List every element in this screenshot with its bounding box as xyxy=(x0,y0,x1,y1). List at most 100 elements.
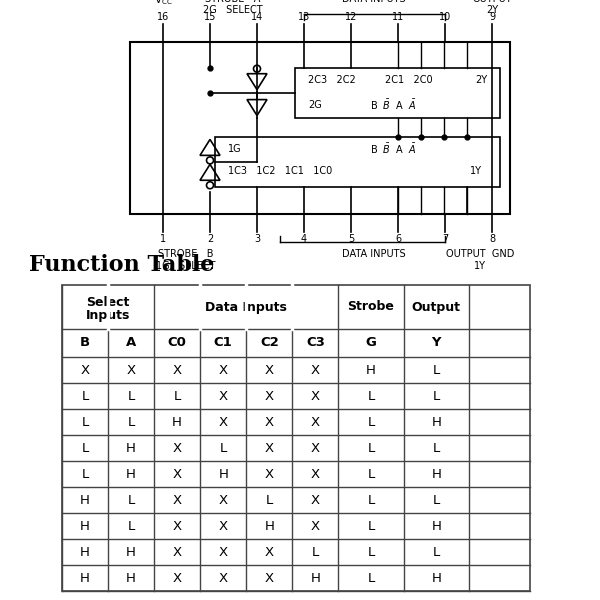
Text: STROBE   A: STROBE A xyxy=(205,0,260,4)
Text: B  $\bar{B}$  A  $\bar{A}$: B $\bar{B}$ A $\bar{A}$ xyxy=(370,98,416,112)
Text: STROBE   B: STROBE B xyxy=(158,249,214,259)
Text: V$_{\mathregular{CC}}$: V$_{\mathregular{CC}}$ xyxy=(154,0,172,7)
Text: H: H xyxy=(431,520,441,533)
Text: X: X xyxy=(218,520,228,533)
Text: L: L xyxy=(127,493,134,506)
Text: L: L xyxy=(367,493,374,506)
Text: X: X xyxy=(265,571,274,584)
Text: H: H xyxy=(126,571,136,584)
Text: Select: Select xyxy=(86,296,130,310)
Text: L: L xyxy=(433,389,440,403)
Text: X: X xyxy=(173,571,182,584)
Text: X: X xyxy=(311,442,320,455)
Text: L: L xyxy=(367,467,374,481)
Text: Y: Y xyxy=(431,337,441,349)
Text: 2G: 2G xyxy=(308,100,322,110)
Text: H: H xyxy=(126,545,136,559)
Text: L: L xyxy=(312,545,319,559)
Text: X: X xyxy=(311,493,320,506)
Text: 15: 15 xyxy=(204,12,216,22)
Text: H: H xyxy=(310,571,320,584)
Text: X: X xyxy=(218,571,228,584)
Text: X: X xyxy=(265,545,274,559)
Text: L: L xyxy=(127,520,134,533)
Text: X: X xyxy=(218,364,228,377)
Text: X: X xyxy=(173,364,182,377)
Text: X: X xyxy=(173,442,182,455)
Text: 1Y: 1Y xyxy=(474,261,486,271)
Text: 12: 12 xyxy=(345,12,357,22)
Text: Inputs: Inputs xyxy=(86,308,130,322)
Text: 4: 4 xyxy=(301,234,307,244)
Text: L: L xyxy=(367,442,374,455)
Text: 5: 5 xyxy=(348,234,354,244)
Text: B: B xyxy=(80,337,90,349)
Text: 11: 11 xyxy=(392,12,404,22)
FancyBboxPatch shape xyxy=(215,137,500,187)
Text: C3: C3 xyxy=(306,337,325,349)
Text: X: X xyxy=(265,467,274,481)
Text: X: X xyxy=(311,389,320,403)
Text: C2: C2 xyxy=(260,337,278,349)
Text: 10: 10 xyxy=(439,12,451,22)
Text: 2Y: 2Y xyxy=(475,74,487,85)
Text: Strobe: Strobe xyxy=(347,301,394,313)
Text: L: L xyxy=(173,389,181,403)
Text: B  $\bar{B}$  A  $\bar{A}$: B $\bar{B}$ A $\bar{A}$ xyxy=(370,142,416,157)
Text: Output: Output xyxy=(412,301,461,313)
FancyBboxPatch shape xyxy=(295,68,500,118)
Text: C1: C1 xyxy=(214,337,233,349)
Text: H: H xyxy=(80,571,90,584)
Text: X: X xyxy=(218,493,228,506)
Text: X: X xyxy=(127,364,136,377)
Text: A: A xyxy=(126,337,136,349)
Text: 6: 6 xyxy=(395,234,401,244)
Text: 13: 13 xyxy=(298,12,310,22)
Text: H: H xyxy=(218,467,228,481)
Text: H: H xyxy=(80,520,90,533)
Text: X: X xyxy=(311,415,320,428)
Text: L: L xyxy=(82,389,89,403)
Text: H: H xyxy=(366,364,376,377)
Text: 8: 8 xyxy=(489,234,495,244)
Text: X: X xyxy=(265,415,274,428)
Text: 16: 16 xyxy=(157,12,169,22)
Text: L: L xyxy=(367,520,374,533)
Text: X: X xyxy=(173,520,182,533)
Text: 2G   SELECT: 2G SELECT xyxy=(203,5,263,15)
Text: X: X xyxy=(311,364,320,377)
Text: 2Y: 2Y xyxy=(486,5,498,15)
Text: 2C3   2C2: 2C3 2C2 xyxy=(308,74,356,85)
Text: C0: C0 xyxy=(167,337,187,349)
Text: L: L xyxy=(127,415,134,428)
Text: 1C3   1C2   1C1   1C0: 1C3 1C2 1C1 1C0 xyxy=(228,166,332,176)
Text: X: X xyxy=(218,389,228,403)
Text: Data Inputs: Data Inputs xyxy=(205,301,287,313)
Text: X: X xyxy=(218,545,228,559)
Text: G: G xyxy=(365,337,376,349)
Text: 14: 14 xyxy=(251,12,263,22)
Text: L: L xyxy=(433,493,440,506)
Text: H: H xyxy=(172,415,182,428)
Text: H: H xyxy=(431,571,441,584)
Text: H: H xyxy=(431,415,441,428)
Text: H: H xyxy=(126,467,136,481)
Text: L: L xyxy=(82,442,89,455)
Text: H: H xyxy=(126,442,136,455)
Text: 1: 1 xyxy=(160,234,166,244)
Text: 2: 2 xyxy=(207,234,213,244)
Text: 3: 3 xyxy=(254,234,260,244)
Text: X: X xyxy=(311,520,320,533)
Text: L: L xyxy=(367,545,374,559)
Text: DATA INPUTS: DATA INPUTS xyxy=(342,0,406,4)
Text: X: X xyxy=(173,493,182,506)
Text: X: X xyxy=(173,467,182,481)
Text: 9: 9 xyxy=(489,12,495,22)
Text: L: L xyxy=(266,493,273,506)
Text: X: X xyxy=(80,364,89,377)
Text: X: X xyxy=(173,545,182,559)
FancyBboxPatch shape xyxy=(130,42,510,214)
Text: L: L xyxy=(433,545,440,559)
Text: X: X xyxy=(265,364,274,377)
Text: 1G   SELECT: 1G SELECT xyxy=(156,261,216,271)
